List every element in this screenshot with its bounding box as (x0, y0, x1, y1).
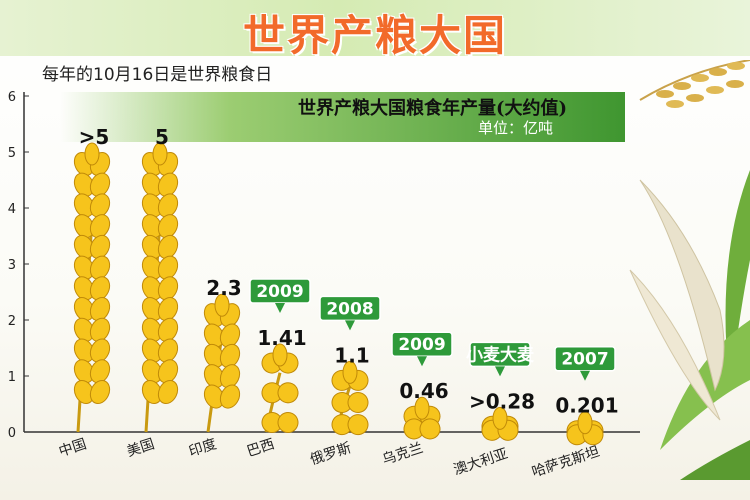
x-tick-label: 印度 (187, 436, 219, 460)
wheat-grain (157, 214, 179, 239)
header-band: 世界产粮大国 (0, 0, 750, 60)
year-tag-label: 2009 (256, 282, 303, 302)
chart-marks: >5 中国 5 美国 2.3 印度 1.41 2009 巴西 1.1 2008 俄罗斯 0.46 2009… (57, 125, 619, 481)
data-label: 1.1 (334, 343, 369, 367)
wheat-grain (157, 234, 179, 259)
wheat-corn-decoration (629, 60, 750, 480)
y-tick-label: 5 (8, 146, 16, 161)
y-tick-label: 3 (8, 258, 16, 273)
x-tick-label: 中国 (57, 436, 89, 460)
year-tag: 2007 (554, 345, 616, 381)
wheat-grain (89, 338, 111, 363)
wheat-grain (277, 412, 299, 434)
wheat-grain (152, 142, 168, 166)
x-tick-label: 巴西 (245, 436, 277, 460)
data-label: 0.46 (399, 379, 448, 403)
chart-title: 世界产粮大国粮食年产量(大约值) (297, 98, 567, 119)
x-tick-label: 俄罗斯 (308, 440, 353, 468)
data-label: 5 (155, 125, 169, 149)
wheat-grain (157, 255, 179, 280)
y-tick-label: 6 (8, 90, 16, 105)
wheat-grain (419, 418, 441, 440)
wheat-grain (89, 172, 111, 197)
year-tag-pointer (417, 356, 427, 367)
wheat-grain (89, 297, 111, 322)
wheat-grain (414, 396, 430, 420)
wheat-bar (331, 360, 369, 436)
wheat-bar (261, 343, 299, 434)
wheat-bar (73, 142, 111, 433)
wheat-grain (214, 293, 230, 317)
data-label: 2.3 (206, 276, 241, 300)
wheat-grain (219, 364, 241, 389)
wheat-grain (219, 323, 241, 348)
wheat-grain (157, 379, 179, 405)
year-tag-label: 2007 (561, 350, 608, 370)
year-tag-pointer (345, 320, 355, 331)
chart-banner: 世界产粮大国粮食年产量(大约值) 单位：亿吨 (60, 92, 625, 142)
wheat-grain (157, 359, 179, 384)
wheat-grain (89, 276, 111, 301)
wheat-grain (89, 359, 111, 384)
wheat-grain (157, 172, 179, 197)
wheat-grain (157, 338, 179, 363)
wheat-grain (89, 255, 111, 280)
unit-label: 单位：亿吨 (477, 119, 553, 137)
wheat-grain (277, 382, 299, 404)
year-tag: 2008 (319, 295, 381, 331)
year-tag-label: 小麦大麦 (466, 344, 535, 365)
wheat-grain (157, 317, 179, 342)
x-tick-label: 哈萨克斯坦 (530, 444, 602, 481)
wheat-grain (84, 142, 100, 166)
wheat-grain (272, 343, 288, 367)
year-tag: 小麦大麦 (466, 341, 535, 377)
wheat-grain (89, 317, 111, 342)
year-tag: 2009 (249, 278, 311, 314)
year-tag-pointer (495, 366, 505, 377)
wheat-bar (141, 142, 179, 433)
year-tag-label: 2008 (326, 299, 373, 319)
wheat-grain (157, 193, 179, 218)
data-label: >5 (79, 125, 110, 149)
wheat-bar (203, 293, 241, 433)
wheat-grain (347, 414, 369, 436)
wheat-grain (89, 379, 111, 405)
wheat-grain (347, 392, 369, 414)
y-tick-label: 2 (8, 314, 16, 329)
page-title: 世界产粮大国 (242, 11, 507, 60)
data-label: >0.28 (469, 389, 535, 413)
year-tag-label: 2009 (398, 335, 445, 355)
wheat-bar (566, 411, 604, 446)
hanging-wheat-icon (639, 60, 750, 108)
wheat-grain (157, 276, 179, 301)
wheat-grain (219, 343, 241, 368)
wheat-grain (89, 193, 111, 218)
wheat-grain (577, 411, 593, 435)
wheat-grain (89, 214, 111, 239)
corn-husk-icon (629, 179, 725, 421)
x-tick-label: 澳大利亚 (452, 446, 510, 479)
wheat-grain (89, 234, 111, 259)
wheat-grain (219, 384, 241, 409)
data-label: 1.41 (257, 326, 306, 350)
year-tag-pointer (580, 370, 590, 381)
y-tick-label: 0 (8, 426, 16, 441)
y-tick-label: 4 (8, 202, 16, 217)
wheat-grain (492, 406, 508, 430)
data-label: 0.201 (555, 394, 618, 418)
year-tag: 2009 (391, 331, 453, 367)
wheat-bar (403, 396, 441, 440)
y-tick-label: 1 (8, 370, 16, 385)
wheat-bar (481, 406, 519, 441)
x-tick-label: 乌克兰 (380, 440, 425, 468)
wheat-grain (342, 360, 358, 384)
wheat-grain (157, 297, 179, 322)
x-tick-label: 美国 (125, 436, 157, 460)
year-tag-pointer (275, 303, 285, 314)
subtitle: 每年的10月16日是世界粮食日 (42, 65, 273, 85)
y-axis: 0 1 2 3 4 5 6 (8, 90, 640, 441)
